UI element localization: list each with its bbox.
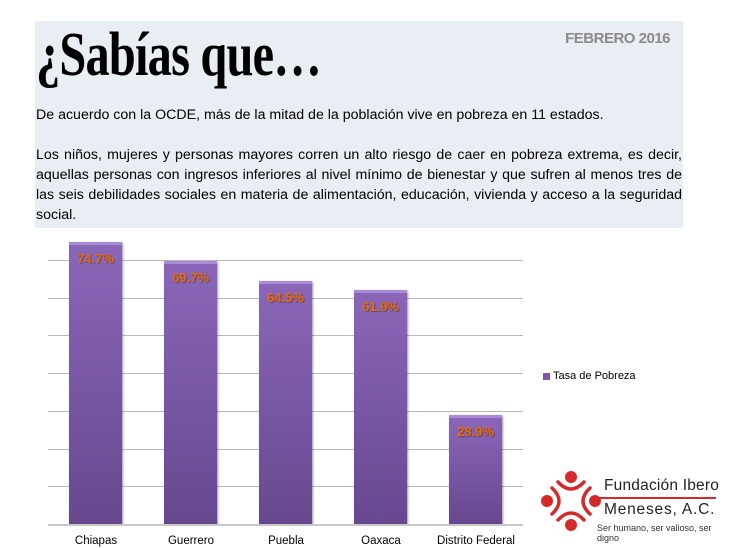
org-name-line-2: Meneses, A.C.	[604, 501, 716, 518]
date-label: FEBRERO 2016	[565, 30, 670, 47]
bar-puebla: 64.5%	[259, 281, 312, 524]
org-divider	[596, 497, 716, 499]
x-axis-label: Oaxaca	[361, 535, 401, 547]
data-label: 28.9%	[457, 424, 494, 439]
bar-chiapas: 74.7%	[69, 242, 122, 524]
x-axis-label: Chiapas	[74, 535, 118, 547]
data-label: 74.7%	[77, 251, 114, 266]
page-title: ¿Sabías que…	[36, 21, 322, 89]
body-paragraph: Los niños, mujeres y personas mayores co…	[36, 147, 682, 223]
x-axis-label: Distrito Federal	[437, 535, 515, 547]
intro-paragraph: De acuerdo con la OCDE, más de la mitad …	[36, 107, 604, 123]
org-name-line-1: Fundación Ibero	[604, 477, 720, 494]
legend-label: Tasa de Pobreza	[553, 370, 636, 382]
data-label: 64.5%	[267, 290, 304, 305]
x-axis-baseline	[48, 524, 523, 526]
legend-swatch	[543, 372, 550, 380]
x-axis-label: Puebla	[268, 535, 304, 547]
data-label: 69.7%	[172, 270, 209, 285]
bar-distrito-federal: 28.9%	[449, 415, 502, 524]
gridline	[48, 260, 523, 261]
x-axis-label: Guerrero	[167, 535, 215, 547]
fundacion-logo-icon	[541, 471, 601, 531]
data-label: 61.9%	[362, 299, 399, 314]
org-tagline: Ser humano, ser valioso, ser digno	[597, 523, 712, 543]
bar-oaxaca: 61.9%	[354, 290, 407, 524]
header-panel	[35, 21, 683, 228]
chart-legend: Tasa de Pobreza	[543, 370, 636, 382]
bar-guerrero: 69.7%	[164, 261, 217, 524]
